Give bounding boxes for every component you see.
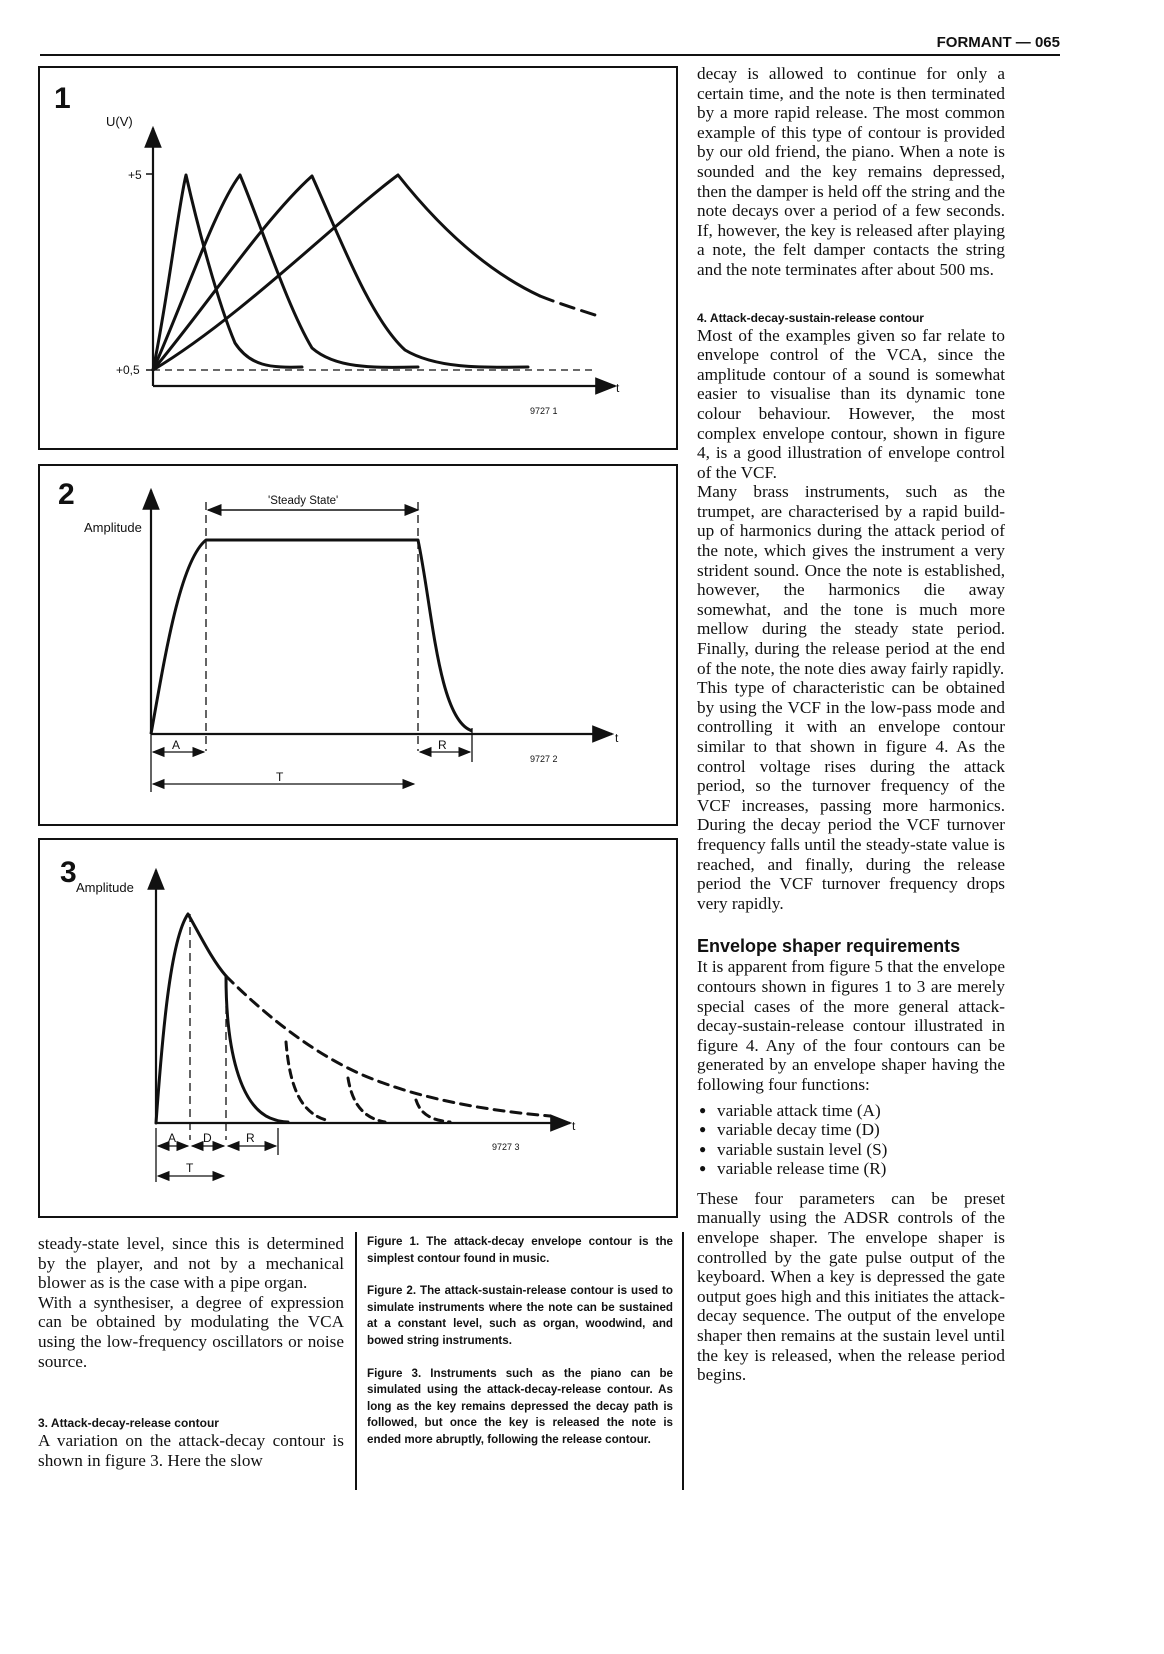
left-paragraph-3: A variation on the attack-decay contour … xyxy=(38,1431,344,1470)
right-paragraph-3: Many brass instruments, such as the trum… xyxy=(697,482,1005,678)
figure-2-a-label: A xyxy=(172,738,180,752)
figure-1-number: 1 xyxy=(54,82,71,115)
figure-2-number: 2 xyxy=(58,478,75,511)
figure-2-t-span-label: T xyxy=(276,770,284,784)
figure-1-t-label: t xyxy=(616,381,620,395)
figure-2-graph: 2 Amplitude t 'Steady State' A R T 9727 … xyxy=(58,478,619,792)
section-4-heading: 4. Attack-decay-sustain-release contour xyxy=(697,310,924,325)
list-item: variable sustain level (S) xyxy=(697,1140,1005,1160)
contour-3 xyxy=(151,174,530,372)
contour-4 xyxy=(151,173,542,372)
left-column: steady-state level, since this is determ… xyxy=(38,1234,344,1470)
caption-rule-left xyxy=(355,1232,357,1490)
running-title: FORMANT — 065 xyxy=(936,34,1060,51)
adsr-function-list: variable attack time (A) variable decay … xyxy=(697,1101,1005,1179)
figure-3-t-label: t xyxy=(572,1119,576,1133)
figure-3-attack-decay xyxy=(154,912,228,1125)
figure-3-ref: 9727 3 xyxy=(492,1142,520,1152)
right-paragraph-2: Most of the examples given so far relate… xyxy=(697,325,1005,482)
figure-3-a-label: A xyxy=(168,1131,176,1145)
figure-2-r-label: R xyxy=(438,738,447,752)
section-3-heading: 3. Attack-decay-release contour xyxy=(38,1416,219,1431)
figure-1-graph: 1 U(V) +5 +0,5 t 9727 1 xyxy=(54,82,620,416)
right-paragraph-5: It is apparent from figure 5 that the en… xyxy=(697,957,1005,1094)
figure-2-contour xyxy=(149,538,473,735)
left-paragraph-1: steady-state level, since this is determ… xyxy=(38,1234,344,1293)
list-item: variable decay time (D) xyxy=(697,1120,1005,1140)
figure-1-tick-low: +0,5 xyxy=(116,363,140,377)
figure-1: 1 U(V) +5 +0,5 t 9727 1 xyxy=(38,66,678,450)
figure-2-t-label: t xyxy=(615,731,619,745)
figure-3-release xyxy=(224,974,290,1124)
figure-3-y-label: Amplitude xyxy=(76,880,134,895)
figure-2-ref: 9727 2 xyxy=(530,754,558,764)
figure-3-t-span-label: T xyxy=(186,1161,194,1175)
right-paragraph-4: This type of characteristic can be obtai… xyxy=(697,678,1005,913)
figure-3-r-label: R xyxy=(246,1131,255,1145)
figure-2-caption: Figure 2. The attack-sustain-release con… xyxy=(367,1284,673,1347)
right-paragraph-1: decay is allowed to continue for only a … xyxy=(697,64,1005,279)
running-header: FORMANT — 065 xyxy=(40,34,1060,56)
right-column: decay is allowed to continue for only a … xyxy=(697,64,1005,1385)
list-item: variable release time (R) xyxy=(697,1159,1005,1179)
figure-3-number: 3 xyxy=(60,856,77,889)
figure-3-decay-continuation xyxy=(224,974,552,1118)
caption-rule-right xyxy=(682,1232,684,1490)
contour-1 xyxy=(151,173,304,372)
figure-2-y-label: Amplitude xyxy=(84,520,142,535)
figure-3: 3 Amplitude t A D R T 9727 3 xyxy=(38,838,678,1218)
figure-1-y-label: U(V) xyxy=(106,114,133,129)
figure-2: 2 Amplitude t 'Steady State' A R T 9727 … xyxy=(38,464,678,826)
right-paragraph-6: These four parameters can be preset manu… xyxy=(697,1188,1005,1385)
caption-column: Figure 1. The attack-decay envelope cont… xyxy=(367,1234,673,1449)
left-paragraph-2: With a synthesiser, a degree of expressi… xyxy=(38,1292,344,1371)
envelope-shaper-heading: Envelope shaper requirements xyxy=(697,936,961,957)
figure-1-caption: Figure 1. The attack-decay envelope cont… xyxy=(367,1235,673,1265)
figure-3-caption: Figure 3. Instruments such as the piano … xyxy=(367,1366,673,1446)
figure-3-graph: 3 Amplitude t A D R T 9727 3 xyxy=(60,856,576,1182)
figure-1-ref: 9727 1 xyxy=(530,406,558,416)
figure-2-steady-label: 'Steady State' xyxy=(268,495,338,507)
figure-1-tick-high: +5 xyxy=(128,168,142,182)
list-item: variable attack time (A) xyxy=(697,1101,1005,1121)
figure-3-d-label: D xyxy=(203,1131,212,1145)
contour-2 xyxy=(151,173,420,372)
contour-4-continuation xyxy=(538,294,600,318)
